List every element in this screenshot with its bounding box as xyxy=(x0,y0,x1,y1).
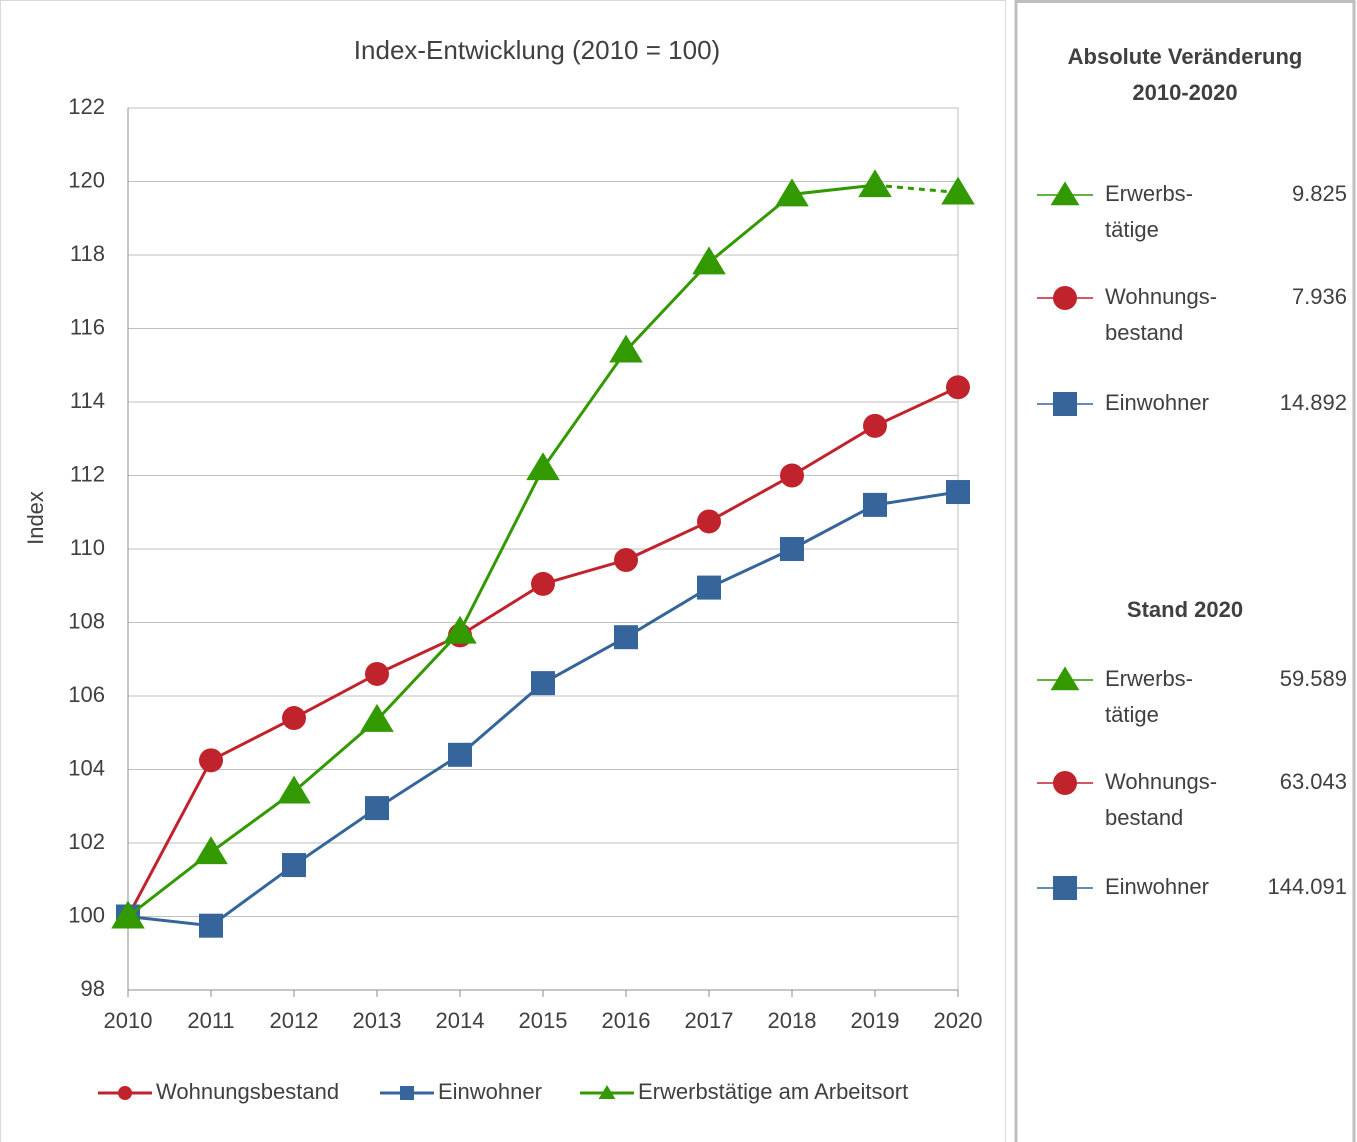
marker xyxy=(863,413,887,438)
y-tick-label: 98 xyxy=(81,976,105,1001)
marker xyxy=(614,625,638,650)
marker xyxy=(1053,771,1077,795)
panel-item-label: Einwohner xyxy=(1105,390,1209,415)
marker xyxy=(400,1086,414,1100)
series-line xyxy=(874,183,959,195)
panel-frame xyxy=(1014,0,1356,1142)
marker xyxy=(194,836,228,865)
marker xyxy=(282,706,306,731)
marker xyxy=(858,169,892,198)
series-line xyxy=(127,183,876,918)
marker xyxy=(1050,181,1080,206)
marker xyxy=(531,571,555,596)
panel-title: 2010-2020 xyxy=(1132,80,1237,105)
panel-item-label: bestand xyxy=(1105,320,1183,345)
marker xyxy=(780,537,804,561)
marker xyxy=(282,853,306,878)
panel-item-label: Erwerbs- xyxy=(1105,181,1193,206)
marker xyxy=(199,913,223,938)
marker xyxy=(697,575,721,600)
marker xyxy=(1050,666,1080,691)
marker xyxy=(692,246,726,275)
legend-label: Einwohner xyxy=(438,1079,542,1104)
panel-title: Absolute Veränderung xyxy=(1068,44,1303,69)
x-tick-label: 2020 xyxy=(934,1008,983,1033)
panel-item-value: 59.589 xyxy=(1280,666,1347,691)
marker xyxy=(946,375,970,400)
legend-label: Wohnungsbestand xyxy=(156,1079,339,1104)
y-tick-label: 122 xyxy=(68,94,105,119)
marker xyxy=(863,492,887,517)
panel-item-label: tätige xyxy=(1105,217,1159,242)
marker xyxy=(598,1085,616,1099)
y-tick-label: 118 xyxy=(70,241,105,266)
marker xyxy=(1053,392,1077,416)
panel-item-value: 14.892 xyxy=(1280,390,1347,415)
y-tick-label: 104 xyxy=(68,755,105,780)
panel-item-label: Erwerbs- xyxy=(1105,666,1193,691)
marker xyxy=(111,900,145,929)
panel-item-label: Einwohner xyxy=(1105,874,1209,899)
marker xyxy=(365,661,389,686)
y-tick-label: 102 xyxy=(68,829,105,854)
x-tick-label: 2014 xyxy=(436,1008,485,1033)
x-tick-label: 2011 xyxy=(187,1008,234,1033)
x-tick-label: 2016 xyxy=(602,1008,651,1033)
chart-title: Index-Entwicklung (2010 = 100) xyxy=(354,35,720,65)
marker xyxy=(526,452,560,481)
marker xyxy=(199,748,223,773)
marker xyxy=(360,703,394,732)
x-tick-label: 2010 xyxy=(104,1008,153,1033)
panel-item-value: 63.043 xyxy=(1280,769,1347,794)
marker xyxy=(780,463,804,488)
x-tick-label: 2015 xyxy=(519,1008,568,1033)
x-tick-label: 2018 xyxy=(768,1008,817,1033)
marker xyxy=(609,334,643,363)
marker xyxy=(941,176,975,205)
marker xyxy=(946,480,970,505)
y-tick-label: 108 xyxy=(68,608,105,633)
marker xyxy=(697,509,721,534)
marker xyxy=(1053,876,1077,900)
marker xyxy=(614,548,638,573)
x-tick-label: 2013 xyxy=(353,1008,402,1033)
panel-title: Stand 2020 xyxy=(1127,597,1243,622)
panel-item-value: 144.091 xyxy=(1267,874,1347,899)
marker xyxy=(118,1086,132,1100)
series-line xyxy=(127,490,959,928)
y-tick-label: 120 xyxy=(68,167,105,192)
marker xyxy=(365,796,389,821)
marker xyxy=(448,742,472,767)
y-tick-label: 100 xyxy=(68,902,105,927)
panel-item-label: Wohnungs- xyxy=(1105,769,1217,794)
chart-frame xyxy=(0,0,1006,1142)
x-tick-label: 2012 xyxy=(270,1008,319,1033)
marker xyxy=(775,178,809,207)
panel-item-label: Wohnungs- xyxy=(1105,284,1217,309)
y-tick-label: 116 xyxy=(70,314,105,339)
marker xyxy=(443,615,477,644)
marker xyxy=(1053,286,1077,310)
marker xyxy=(531,671,555,696)
legend-label: Erwerbstätige am Arbeitsort xyxy=(638,1079,908,1104)
y-axis-label: Index xyxy=(23,491,48,545)
y-tick-label: 106 xyxy=(68,682,105,707)
x-tick-label: 2019 xyxy=(851,1008,900,1033)
y-tick-label: 110 xyxy=(70,535,105,560)
panel-item-label: tätige xyxy=(1105,702,1159,727)
panel-item-value: 9.825 xyxy=(1292,181,1347,206)
x-tick-label: 2017 xyxy=(685,1008,734,1033)
y-tick-label: 114 xyxy=(70,388,105,413)
y-tick-label: 112 xyxy=(70,461,105,486)
panel-item-value: 7.936 xyxy=(1292,284,1347,309)
panel-item-label: bestand xyxy=(1105,805,1183,830)
marker xyxy=(277,775,311,804)
